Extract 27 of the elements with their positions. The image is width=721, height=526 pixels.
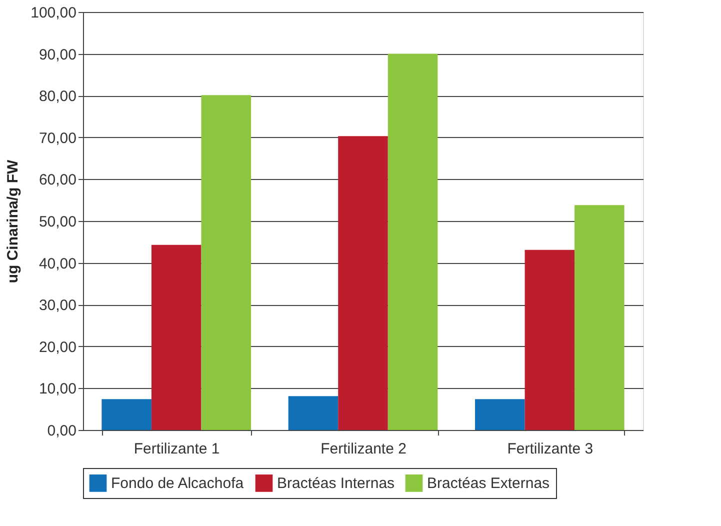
y-tick-label: 10,00 xyxy=(38,380,76,398)
y-tick-label: 60,00 xyxy=(38,172,76,189)
bar xyxy=(475,399,525,430)
legend-label: Bractéas Internas xyxy=(277,475,395,492)
y-tick-label: 50,00 xyxy=(38,214,76,230)
legend-label: Fondo de Alcachofa xyxy=(111,475,244,492)
y-tick-label: 80,00 xyxy=(38,88,76,106)
legend-label: Bractéas Externas xyxy=(427,475,550,492)
y-tick-label: 0,00 xyxy=(47,422,76,440)
bar xyxy=(524,250,575,430)
x-tick-label: Fertilizante 3 xyxy=(507,440,594,458)
bar xyxy=(338,136,388,430)
y-tick-label: 40,00 xyxy=(38,255,76,272)
y-tick-label: 100,00 xyxy=(30,4,76,22)
bar xyxy=(201,95,251,430)
x-tick-label: Fertilizante 1 xyxy=(134,440,220,458)
y-tick-label: 90,00 xyxy=(38,46,76,64)
bar xyxy=(388,54,438,430)
bar xyxy=(151,244,202,430)
bar xyxy=(288,396,338,430)
bar xyxy=(102,399,152,430)
y-tick-label: 20,00 xyxy=(38,338,76,356)
bar xyxy=(574,205,624,430)
y-tick-label: 70,00 xyxy=(38,130,76,147)
x-tick-label: Fertilizante 2 xyxy=(320,440,406,458)
y-axis-title: ug Cinarina/g FW xyxy=(4,158,22,284)
y-tick-label: 30,00 xyxy=(38,297,76,314)
